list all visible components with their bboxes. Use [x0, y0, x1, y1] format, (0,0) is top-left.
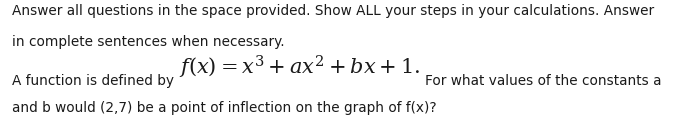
Text: in complete sentences when necessary.: in complete sentences when necessary. [12, 35, 285, 49]
Text: and b would (2,7) be a point of inflection on the graph of f(x)?: and b would (2,7) be a point of inflecti… [12, 101, 437, 115]
Text: A function is defined by: A function is defined by [12, 74, 179, 88]
Text: $f(x) = x^3 + ax^2 + bx + 1.$: $f(x) = x^3 + ax^2 + bx + 1.$ [179, 54, 420, 81]
Text: For what values of the constants a: For what values of the constants a [425, 74, 661, 88]
Text: Answer all questions in the space provided. Show ALL your steps in your calculat: Answer all questions in the space provid… [12, 4, 654, 18]
